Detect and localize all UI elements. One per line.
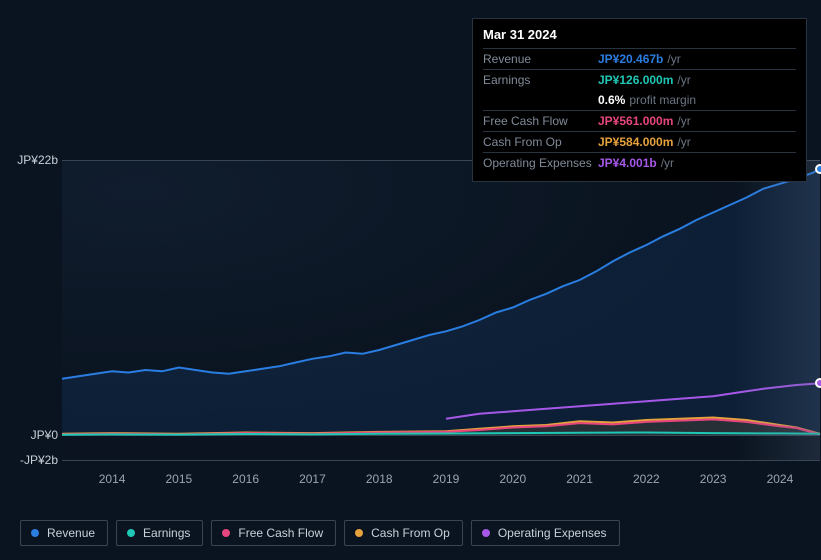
x-tick-label: 2015	[166, 472, 193, 486]
legend-label: Free Cash Flow	[238, 526, 323, 540]
tooltip-metric-value-wrap: JP¥4.001b/yr	[598, 156, 674, 170]
tooltip-metric-value-wrap: JP¥20.467b/yr	[598, 52, 681, 66]
tooltip-metric-value: JP¥561.000m	[598, 114, 673, 128]
tooltip-rows: RevenueJP¥20.467b/yrEarningsJP¥126.000m/…	[483, 48, 796, 173]
legend: Revenue Earnings Free Cash Flow Cash From O…	[20, 520, 620, 546]
legend-dot-icon	[355, 529, 363, 537]
x-tick-label: 2020	[499, 472, 526, 486]
x-tick-label: 2016	[232, 472, 259, 486]
tooltip-metric-label: Earnings	[483, 73, 598, 87]
tooltip-row: 0.6% profit margin	[483, 90, 796, 110]
legend-item-free-cash-flow[interactable]: Free Cash Flow	[211, 520, 336, 546]
tooltip-date: Mar 31 2024	[483, 27, 796, 48]
legend-item-cash-from-op[interactable]: Cash From Op	[344, 520, 463, 546]
legend-label: Revenue	[47, 526, 95, 540]
legend-label: Operating Expenses	[498, 526, 607, 540]
legend-item-revenue[interactable]: Revenue	[20, 520, 108, 546]
legend-label: Earnings	[143, 526, 190, 540]
tooltip-row: Free Cash FlowJP¥561.000m/yr	[483, 110, 796, 131]
chart-container: JP¥22bJP¥0-JP¥2b 20142015201620172018201…	[20, 160, 820, 480]
x-axis-labels: 2014 2015 2016 2017 2018 2019 2020 2021 2022 2023…	[62, 472, 820, 492]
x-tick-label: 2024	[767, 472, 794, 486]
legend-item-operating-expenses[interactable]: Operating Expenses	[471, 520, 620, 546]
y-tick-label: JP¥0	[2, 428, 58, 442]
plot-area[interactable]	[62, 160, 820, 460]
x-tick-label: 2019	[433, 472, 460, 486]
series-area-revenue	[62, 169, 820, 435]
tooltip-metric-label	[483, 93, 598, 107]
legend-item-earnings[interactable]: Earnings	[116, 520, 203, 546]
tooltip-metric-label: Free Cash Flow	[483, 114, 598, 128]
x-tick-label: 2021	[566, 472, 593, 486]
tooltip-row: Cash From OpJP¥584.000m/yr	[483, 131, 796, 152]
tooltip-metric-value: JP¥126.000m	[598, 73, 673, 87]
legend-dot-icon	[31, 529, 39, 537]
series-end-dot	[815, 164, 821, 174]
x-tick-label: 2018	[366, 472, 393, 486]
tooltip-metric-suffix: /yr	[667, 52, 680, 66]
y-tick-label: JP¥22b	[2, 153, 58, 167]
tooltip-metric-suffix: /yr	[661, 156, 674, 170]
tooltip-metric-value-wrap: JP¥584.000m/yr	[598, 135, 691, 149]
series-end-dot	[815, 378, 821, 388]
tooltip-metric-value: 0.6%	[598, 93, 625, 107]
tooltip-metric-suffix: /yr	[677, 135, 690, 149]
tooltip-metric-value: JP¥584.000m	[598, 135, 673, 149]
x-tick-label: 2023	[700, 472, 727, 486]
chart-svg	[62, 160, 820, 460]
tooltip-metric-value-wrap: JP¥561.000m/yr	[598, 114, 691, 128]
y-tick-label: -JP¥2b	[2, 453, 58, 467]
gridline	[62, 460, 820, 461]
x-tick-label: 2017	[299, 472, 326, 486]
data-tooltip: Mar 31 2024 RevenueJP¥20.467b/yrEarnings…	[472, 18, 807, 182]
tooltip-metric-value: JP¥4.001b	[598, 156, 657, 170]
tooltip-metric-label: Operating Expenses	[483, 156, 598, 170]
legend-dot-icon	[127, 529, 135, 537]
tooltip-metric-value: JP¥20.467b	[598, 52, 663, 66]
tooltip-metric-label: Cash From Op	[483, 135, 598, 149]
tooltip-metric-suffix: /yr	[677, 73, 690, 87]
tooltip-metric-label: Revenue	[483, 52, 598, 66]
x-tick-label: 2022	[633, 472, 660, 486]
tooltip-row: RevenueJP¥20.467b/yr	[483, 48, 796, 69]
legend-dot-icon	[482, 529, 490, 537]
legend-dot-icon	[222, 529, 230, 537]
tooltip-metric-value-wrap: 0.6% profit margin	[598, 93, 696, 107]
tooltip-metric-suffix: /yr	[677, 114, 690, 128]
tooltip-row: EarningsJP¥126.000m/yr	[483, 69, 796, 90]
tooltip-row: Operating ExpensesJP¥4.001b/yr	[483, 152, 796, 173]
tooltip-metric-suffix: profit margin	[629, 93, 696, 107]
tooltip-metric-value-wrap: JP¥126.000m/yr	[598, 73, 691, 87]
x-tick-label: 2014	[99, 472, 126, 486]
legend-label: Cash From Op	[371, 526, 450, 540]
